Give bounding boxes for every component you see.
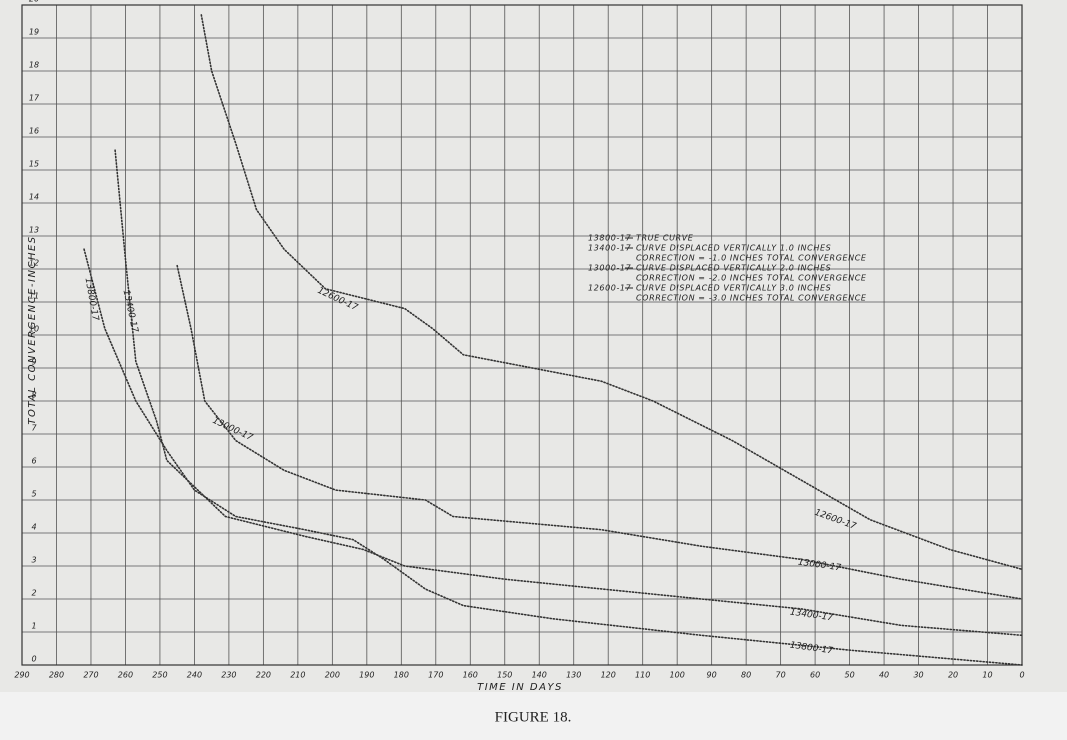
y-tick-label: 14 xyxy=(29,193,39,202)
x-tick-label: 160 xyxy=(463,671,478,680)
note-text: CURVE DISPLACED VERTICALLY 1.0 INCHES xyxy=(636,244,831,253)
note-text: CORRECTION = -2.0 INCHES TOTAL CONVERGEN… xyxy=(636,274,867,283)
x-tick-label: 110 xyxy=(635,671,650,680)
note-text: TRUE CURVE xyxy=(636,234,694,243)
note-text: CURVE DISPLACED VERTICALLY 2.0 INCHES xyxy=(636,264,831,273)
x-tick-label: 180 xyxy=(394,671,409,680)
curve xyxy=(176,264,1023,600)
curve xyxy=(114,149,1023,637)
y-tick-label: 19 xyxy=(29,28,39,37)
y-tick-label: 1 xyxy=(31,622,36,631)
y-tick-label: 16 xyxy=(29,127,39,136)
x-tick-label: 260 xyxy=(118,671,133,680)
y-tick-label: 17 xyxy=(29,94,40,103)
x-tick-label: 200 xyxy=(325,671,340,680)
x-tick-label: 190 xyxy=(359,671,374,680)
y-tick-label: 18 xyxy=(29,61,39,70)
x-tick-label: 20 xyxy=(948,671,958,680)
y-tick-label: 6 xyxy=(31,457,36,466)
x-tick-label: 130 xyxy=(566,671,581,680)
y-tick-label: 9 xyxy=(31,358,36,367)
y-tick-label: 13 xyxy=(29,226,39,235)
note-series-name: 13000-17 xyxy=(588,264,632,273)
y-tick-label: 5 xyxy=(31,490,36,499)
x-tick-label: 0 xyxy=(1019,671,1024,680)
x-tick-label: 240 xyxy=(187,671,202,680)
x-tick-label: 50 xyxy=(844,671,854,680)
note-series-name: 13400-17 xyxy=(588,244,632,253)
y-tick-label: 4 xyxy=(31,523,36,532)
x-tick-label: 220 xyxy=(256,671,271,680)
x-tick-label: 30 xyxy=(913,671,923,680)
y-tick-label: 20 xyxy=(29,0,39,4)
x-tick-label: 10 xyxy=(982,671,992,680)
y-tick-label: 3 xyxy=(31,556,36,565)
x-tick-label: 230 xyxy=(221,671,236,680)
y-axis-title: TOTAL CONVERGENCE-INCHES xyxy=(27,235,38,424)
x-tick-label: 90 xyxy=(707,671,717,680)
y-tick-label: 10 xyxy=(29,325,39,334)
x-tick-label: 270 xyxy=(83,671,98,680)
note-text: CORRECTION = -1.0 INCHES TOTAL CONVERGEN… xyxy=(636,254,867,263)
x-tick-label: 280 xyxy=(49,671,64,680)
x-tick-label: 150 xyxy=(497,671,512,680)
y-tick-label: 0 xyxy=(31,655,36,664)
y-tick-label: 12 xyxy=(29,259,39,268)
x-tick-label: 140 xyxy=(532,671,547,680)
x-tick-label: 210 xyxy=(290,671,305,680)
curve xyxy=(200,14,1023,571)
y-tick-label: 8 xyxy=(31,391,36,400)
x-tick-label: 60 xyxy=(810,671,820,680)
y-tick-label: 11 xyxy=(29,292,39,301)
x-tick-label: 120 xyxy=(601,671,616,680)
note-series-name: 12600-17 xyxy=(588,284,632,293)
note-text: CORRECTION = -3.0 INCHES TOTAL CONVERGEN… xyxy=(636,294,867,303)
x-axis-title: TIME IN DAYS xyxy=(477,682,563,693)
x-tick-label: 250 xyxy=(152,671,167,680)
note-text: CURVE DISPLACED VERTICALLY 3.0 INCHES xyxy=(636,284,831,293)
y-tick-label: 15 xyxy=(29,160,39,169)
plot-frame xyxy=(21,4,1023,666)
y-tick-label: 2 xyxy=(31,589,36,598)
x-tick-label: 290 xyxy=(14,671,29,680)
x-tick-label: 80 xyxy=(741,671,751,680)
figure-caption: FIGURE 18. xyxy=(495,709,572,725)
curve xyxy=(83,248,1023,666)
x-tick-label: 170 xyxy=(428,671,443,680)
x-tick-label: 70 xyxy=(776,671,786,680)
x-tick-label: 100 xyxy=(670,671,685,680)
x-tick-label: 40 xyxy=(879,671,889,680)
y-tick-label: 7 xyxy=(31,424,37,433)
note-series-name: 13800-17 xyxy=(588,234,632,243)
